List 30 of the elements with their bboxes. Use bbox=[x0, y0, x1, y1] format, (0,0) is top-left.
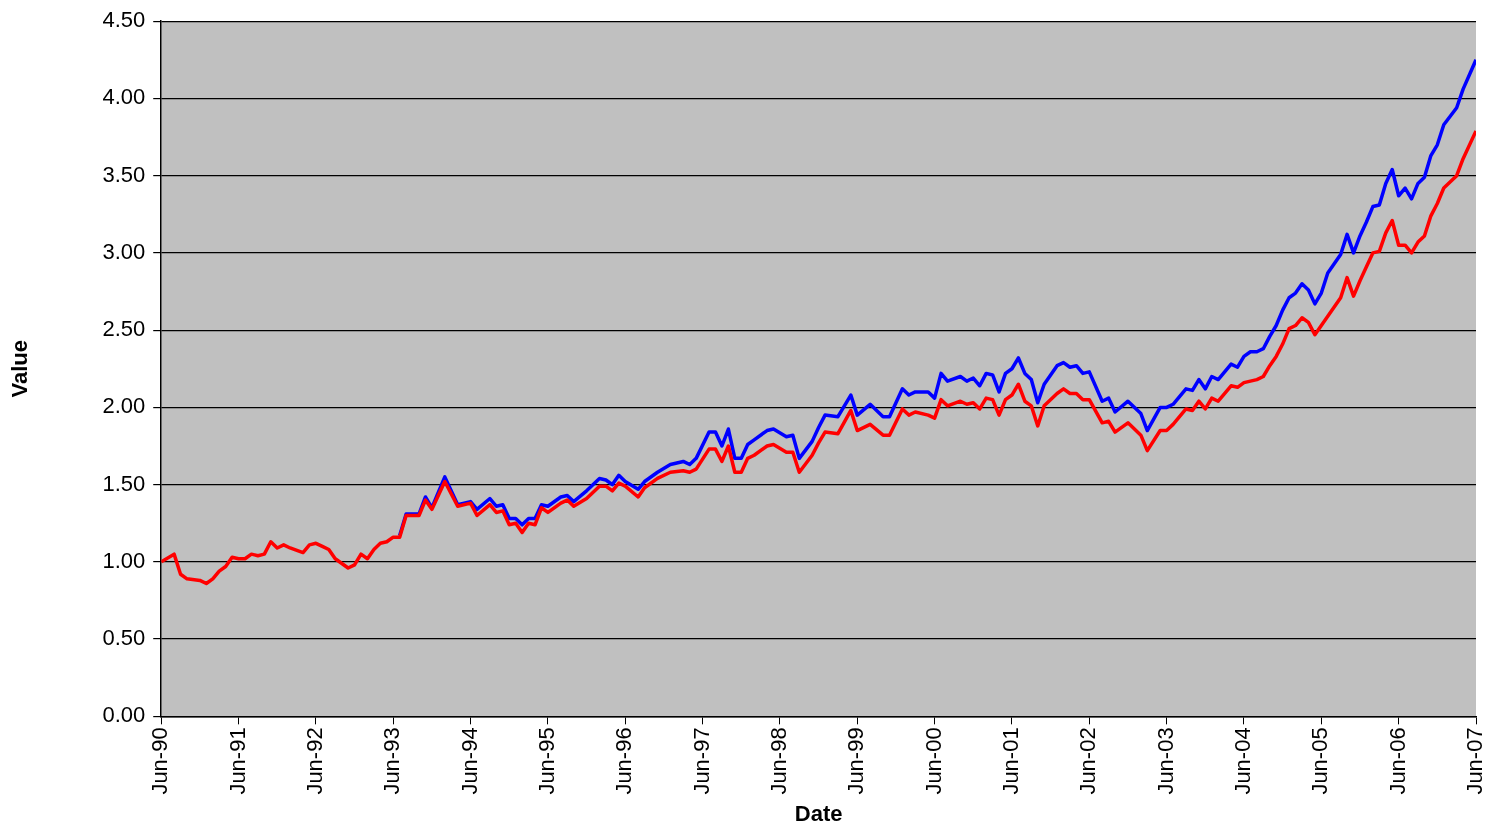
y-tick-label: 1.00 bbox=[102, 547, 146, 573]
x-tick-label: Jun-95 bbox=[533, 727, 559, 795]
y-tick-label: 1.50 bbox=[102, 470, 146, 496]
y-tick-label: 0.50 bbox=[102, 625, 146, 651]
x-tick-label: Jun-90 bbox=[147, 727, 173, 795]
x-axis-title: Date bbox=[794, 800, 843, 826]
x-tick-label: Jun-96 bbox=[611, 727, 637, 795]
x-tick-label: Jun-03 bbox=[1152, 727, 1178, 795]
x-tick-label: Jun-07 bbox=[1462, 727, 1488, 795]
y-tick-label: 3.00 bbox=[102, 238, 146, 264]
y-tick-label: 2.50 bbox=[102, 316, 146, 342]
x-tick-label: Jun-00 bbox=[920, 727, 946, 795]
x-tick-label: Jun-05 bbox=[1307, 727, 1333, 795]
y-tick-label: 4.50 bbox=[102, 7, 146, 33]
y-tick-label: 0.00 bbox=[102, 702, 146, 728]
y-tick-label: 2.00 bbox=[102, 393, 146, 419]
x-tick-label: Jun-91 bbox=[224, 727, 250, 795]
x-tick-label: Jun-04 bbox=[1230, 727, 1256, 795]
x-tick-label: Jun-06 bbox=[1384, 727, 1410, 795]
x-tick-label: Jun-94 bbox=[456, 727, 482, 795]
x-tick-label: Jun-99 bbox=[843, 727, 869, 795]
x-tick-label: Jun-92 bbox=[301, 727, 327, 795]
x-tick-label: Jun-02 bbox=[1075, 727, 1101, 795]
y-tick-label: 4.00 bbox=[102, 84, 146, 110]
x-tick-label: Jun-93 bbox=[379, 727, 405, 795]
x-tick-label: Jun-97 bbox=[688, 727, 714, 795]
y-axis-title: Value bbox=[7, 340, 33, 398]
y-tick-label: 3.50 bbox=[102, 161, 146, 187]
x-tick-label: Jun-01 bbox=[998, 727, 1024, 795]
x-tick-label: Jun-98 bbox=[766, 727, 791, 795]
